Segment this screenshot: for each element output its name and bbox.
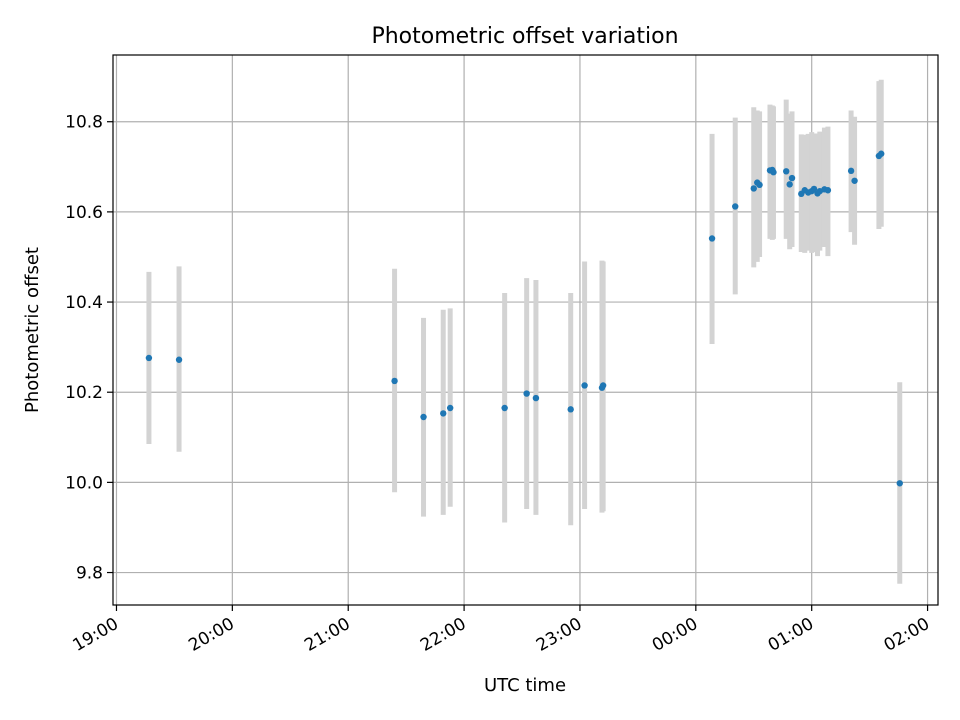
data-point [851, 177, 858, 184]
data-point [501, 404, 508, 412]
data-point [175, 356, 183, 363]
data-point [896, 480, 903, 487]
data-point [810, 185, 818, 193]
data-point [567, 406, 574, 413]
data-point [756, 181, 763, 189]
data-point [145, 354, 153, 362]
data-point [708, 235, 716, 242]
data-point [581, 382, 588, 389]
data-point [420, 413, 427, 421]
data-point [391, 377, 398, 385]
data-point [770, 169, 777, 176]
data-point [523, 390, 530, 397]
y-axis-label: Photometric offset [22, 247, 43, 413]
data-point [440, 410, 447, 417]
data-point [847, 167, 855, 175]
data-point [732, 203, 739, 210]
data-point [599, 382, 607, 389]
data-point [786, 181, 793, 188]
y-tick-label: 9.8 [76, 564, 103, 584]
y-tick-label: 10.8 [65, 113, 103, 133]
data-point [532, 394, 540, 402]
data-point [750, 185, 757, 192]
data-point [788, 174, 796, 182]
y-tick-label: 10.2 [65, 383, 103, 403]
y-tick-label: 10.0 [65, 473, 103, 493]
data-point [446, 404, 454, 412]
y-axis-ticks: 9.8 10.0 10.2 10.4 10.6 10.8 [65, 113, 113, 584]
y-tick-label: 10.4 [65, 293, 103, 313]
data-point [878, 150, 885, 157]
data-point [824, 187, 832, 194]
plot-frame [112, 54, 939, 606]
y-tick-label: 10.6 [65, 203, 103, 223]
data-point [783, 168, 790, 175]
x-axis-label: UTC time [484, 675, 566, 696]
data-points [145, 150, 903, 487]
chart-title: Photometric offset variation [371, 24, 678, 49]
